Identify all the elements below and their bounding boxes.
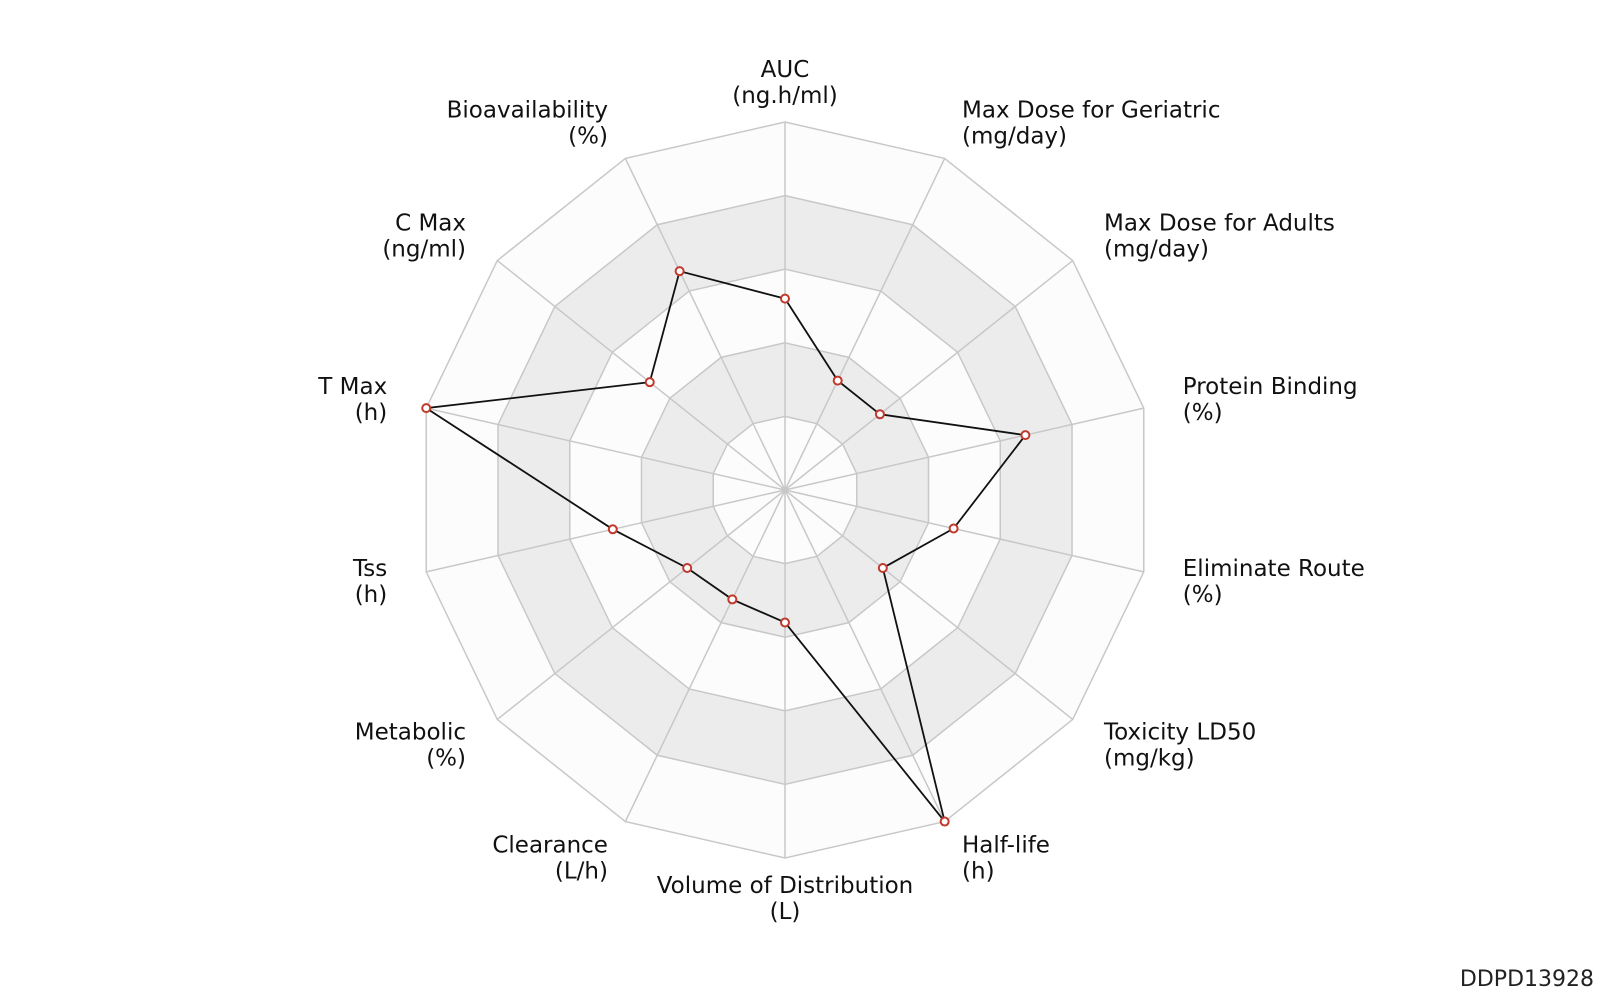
data-point-4 [1020, 430, 1031, 441]
data-point-10 [682, 563, 693, 574]
spoke-12 [426, 407, 786, 491]
axis-label-name: AUC [761, 57, 810, 83]
spoke-3 [784, 259, 1074, 491]
axis-label-name: Max Dose for Adults [1104, 211, 1335, 237]
axis-label-name: Half-life [962, 833, 1050, 859]
data-point-12 [421, 403, 432, 414]
axis-label-name: Metabolic [355, 719, 466, 745]
axis-label-8: Volume of Distribution (L) [657, 873, 914, 925]
axis-label-unit: (mg/day) [1104, 237, 1209, 263]
axis-label-unit: (mg/kg) [1104, 745, 1195, 771]
axis-label-unit: (ng/ml) [382, 237, 466, 263]
axis-label-unit: (L) [770, 899, 801, 925]
axis-label-unit: (%) [1183, 400, 1223, 426]
axis-label-name: Toxicity LD50 [1103, 719, 1256, 745]
axis-label-name: Eliminate Route [1183, 556, 1365, 582]
axis-label-name: Max Dose for Geriatric [962, 97, 1220, 123]
axis-label-7: Half-life (h) [962, 833, 1050, 885]
data-point-5 [948, 523, 959, 534]
radar-series [421, 266, 1031, 827]
data-point-9 [727, 594, 738, 605]
axis-label-11: Tss (h) [352, 556, 387, 608]
spoke-4 [784, 407, 1144, 491]
spoke-7 [784, 489, 946, 822]
axis-label-name: Bioavailability [447, 97, 608, 123]
data-point-14 [674, 266, 685, 277]
axis-label-unit: (h) [962, 859, 995, 885]
axis-label-unit: (ng.h/ml) [732, 83, 838, 109]
axis-label-name: T Max [317, 374, 387, 400]
axis-label-3: Max Dose for Adults (mg/day) [1104, 211, 1335, 263]
data-point-3 [874, 409, 885, 420]
axis-label-4: Protein Binding (%) [1183, 374, 1358, 426]
axis-label-2: Max Dose for Geriatric (mg/day) [962, 97, 1220, 149]
axis-label-unit: (L/h) [555, 859, 608, 885]
axis-label-unit: (h) [355, 400, 388, 426]
axis-label-unit: (h) [355, 582, 388, 608]
axis-label-9: Clearance (L/h) [492, 833, 608, 885]
axis-label-unit: (%) [1183, 582, 1223, 608]
axis-label-6: Toxicity LD50 (mg/kg) [1103, 719, 1256, 771]
axis-label-name: Clearance [492, 833, 608, 859]
data-point-11 [607, 524, 618, 535]
watermark-id: DDPD13928 [1459, 967, 1594, 992]
spoke-14 [624, 158, 786, 491]
data-point-7 [939, 816, 950, 827]
spoke-2 [784, 158, 946, 491]
axis-label-5: Eliminate Route (%) [1183, 556, 1365, 608]
spoke-11 [426, 489, 786, 573]
spoke-6 [784, 489, 1074, 721]
data-point-1 [780, 293, 790, 304]
axis-label-10: Metabolic (%) [355, 719, 466, 771]
data-point-8 [780, 617, 790, 628]
data-point-13 [644, 377, 655, 388]
spoke-9 [624, 489, 786, 822]
axis-label-name: Protein Binding [1183, 374, 1358, 400]
spoke-13 [496, 259, 786, 491]
axis-label-unit: (%) [426, 745, 466, 771]
radar-spokes [426, 122, 1144, 858]
axis-label-1: AUC (ng.h/ml) [732, 57, 838, 109]
spoke-5 [784, 489, 1144, 573]
axis-label-13: C Max (ng/ml) [382, 211, 466, 263]
radar-axis-labels: AUC (ng.h/ml)Max Dose for Geriatric (mg/da… [317, 57, 1364, 925]
axis-label-14: Bioavailability (%) [447, 97, 608, 149]
axis-label-name: Tss [352, 556, 387, 582]
axis-label-unit: (mg/day) [962, 123, 1067, 149]
spoke-10 [496, 489, 786, 721]
axis-label-name: Volume of Distribution [657, 873, 914, 899]
axis-label-name: C Max [395, 211, 466, 237]
axis-label-unit: (%) [568, 123, 608, 149]
axis-label-12: T Max (h) [317, 374, 387, 426]
data-point-2 [832, 375, 843, 386]
data-point-6 [877, 563, 888, 574]
